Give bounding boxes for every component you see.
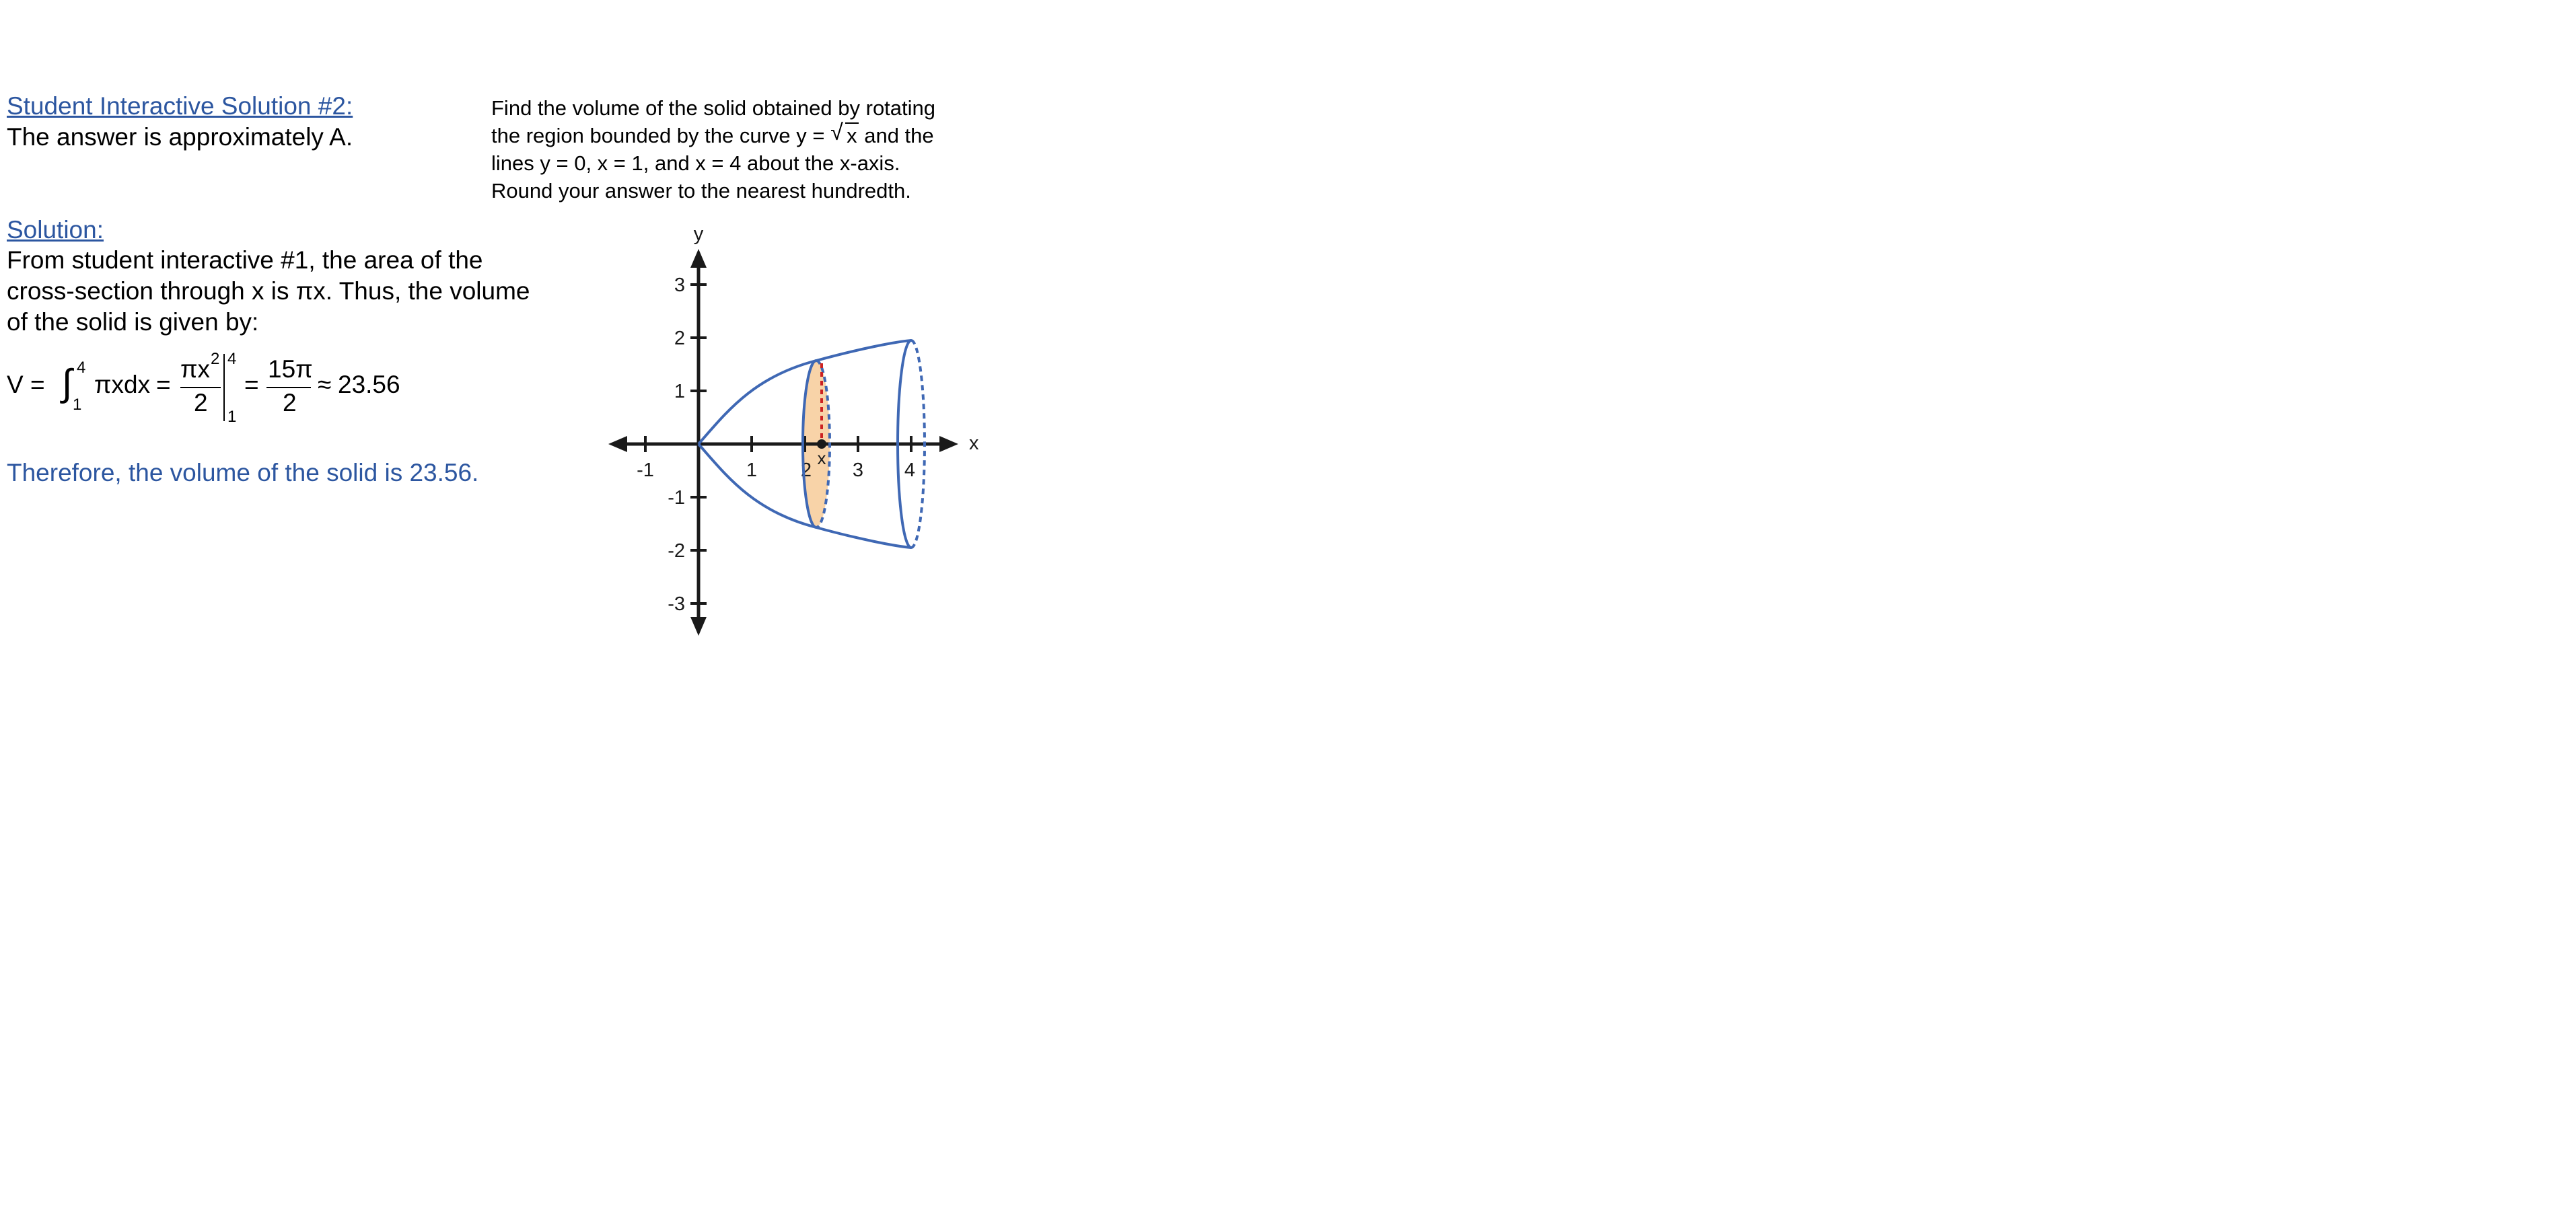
y-tick-label-neg3: -3 xyxy=(668,593,685,615)
problem-statement: Find the volume of the solid obtained by… xyxy=(491,94,1003,205)
x-tick-label-neg1: -1 xyxy=(637,459,654,481)
slice-point xyxy=(817,439,826,449)
evaluation-lower: 1 xyxy=(227,408,237,426)
end-cap-back-edge xyxy=(910,339,926,549)
y-axis-down-arrow xyxy=(690,617,707,636)
x-axis-left-arrow xyxy=(608,436,627,452)
solution-line-3: of the solid is given by: xyxy=(7,308,259,336)
integral-sign: ∫ xyxy=(62,361,73,404)
problem-line-2-start: the region bounded by the curve y = xyxy=(491,124,831,147)
slice-front-edge xyxy=(801,359,817,529)
formula-result: 23.56 xyxy=(338,371,400,398)
solution-label: Solution: xyxy=(7,216,104,244)
problem-line-2-end: and the xyxy=(858,124,934,147)
interactive-heading: Student Interactive Solution #2: xyxy=(7,92,353,120)
integrand: πxdx xyxy=(94,371,151,398)
fraction-1-exponent: 2 xyxy=(211,350,220,368)
y-tick-marks xyxy=(690,283,707,605)
equals-1: = xyxy=(156,371,171,398)
equals-2: = xyxy=(244,371,259,398)
problem-line-1: Find the volume of the solid obtained by… xyxy=(491,96,936,120)
y-tick-label-1: 1 xyxy=(674,381,685,402)
problem-line-3: lines y = 0, x = 1, and x = 4 about the … xyxy=(491,151,900,175)
conclusion-text: Therefore, the volume of the solid is 23… xyxy=(7,459,479,486)
fraction-1-numerator: πx xyxy=(180,355,211,383)
y-tick-label-neg2: -2 xyxy=(668,540,685,562)
answer-text: The answer is approximately A. xyxy=(7,123,353,151)
volume-formula: V = ∫ 4 1 πxdx = πx 2 2 4 1 = 15π 2 ≈ 23… xyxy=(7,350,478,429)
fraction-1-denominator: 2 xyxy=(194,389,208,416)
problem-line-2: the region bounded by the curve y = √ x a… xyxy=(491,120,1003,149)
lower-curve xyxy=(697,443,912,549)
x-axis-right-arrow xyxy=(939,436,958,452)
y-tick-label-2: 2 xyxy=(674,328,685,349)
integral-upper-limit: 4 xyxy=(77,359,86,377)
upper-curve xyxy=(697,339,912,445)
x-tick-label-4: 4 xyxy=(904,459,915,481)
solution-line-1: From student interactive #1, the area of… xyxy=(7,246,483,274)
y-axis-up-arrow xyxy=(690,249,707,268)
fraction-2-bar xyxy=(266,387,311,388)
problem-line-4: Round your answer to the nearest hundred… xyxy=(491,179,911,202)
x-axis-label: x xyxy=(969,433,979,454)
evaluation-upper: 4 xyxy=(227,350,237,368)
fraction-1-bar xyxy=(180,387,221,388)
formula-lhs: V = xyxy=(7,371,45,398)
radical-sign: √ xyxy=(830,120,843,145)
fraction-2-denominator: 2 xyxy=(283,389,297,416)
slice-back-edge xyxy=(816,359,831,529)
evaluation-bar xyxy=(223,354,225,421)
x-tick-label-3: 3 xyxy=(853,459,863,481)
slice-x-label: x xyxy=(818,448,826,468)
integral-lower-limit: 1 xyxy=(73,396,82,414)
fraction-2-numerator: 15π xyxy=(268,355,313,383)
solution-line-2: cross-section through x is πx. Thus, the… xyxy=(7,277,530,305)
solution-text: From student interactive #1, the area of… xyxy=(7,245,585,338)
radicand: x xyxy=(845,122,859,147)
x-tick-marks xyxy=(644,436,913,452)
approx-sign: ≈ xyxy=(318,371,332,398)
end-cap-front-edge xyxy=(896,339,912,549)
y-tick-label-3: 3 xyxy=(674,274,685,296)
x-tick-label-1: 1 xyxy=(746,459,757,481)
y-axis-label: y xyxy=(694,223,704,245)
y-tick-label-neg1: -1 xyxy=(668,487,685,509)
sqrt-expression: √ x xyxy=(830,120,859,149)
